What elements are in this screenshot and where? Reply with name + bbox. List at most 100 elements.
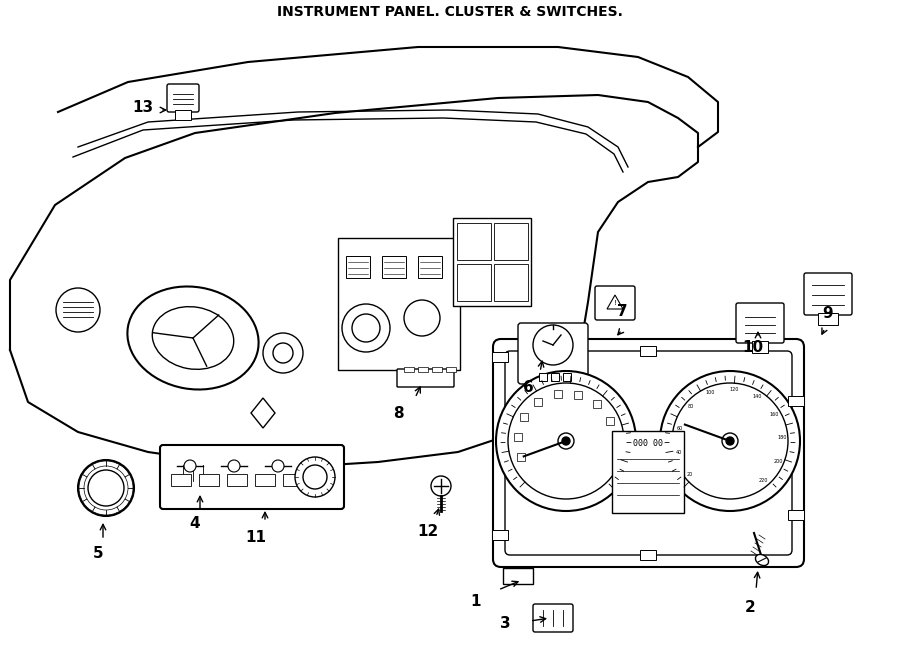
Text: 4: 4 <box>190 516 201 531</box>
Bar <box>788 396 804 406</box>
Bar <box>199 474 219 486</box>
Bar <box>404 367 414 372</box>
Text: 2: 2 <box>744 600 755 615</box>
Circle shape <box>672 383 788 499</box>
Bar <box>593 400 601 408</box>
Bar <box>346 256 370 278</box>
Bar <box>432 367 442 372</box>
Bar <box>818 313 838 325</box>
FancyBboxPatch shape <box>736 303 784 343</box>
Ellipse shape <box>755 555 769 566</box>
Bar <box>338 238 460 370</box>
Bar <box>517 453 525 461</box>
Text: 20: 20 <box>687 472 693 477</box>
Bar <box>551 373 559 381</box>
Circle shape <box>342 304 390 352</box>
Bar <box>227 474 247 486</box>
Bar <box>606 416 614 425</box>
Circle shape <box>184 460 196 472</box>
Circle shape <box>228 460 240 472</box>
Bar <box>494 264 528 301</box>
FancyBboxPatch shape <box>397 369 454 387</box>
Bar <box>535 398 543 406</box>
Text: 40: 40 <box>676 450 682 455</box>
Bar <box>446 367 456 372</box>
Circle shape <box>533 325 573 365</box>
Polygon shape <box>10 95 698 467</box>
Circle shape <box>722 433 738 449</box>
Text: 140: 140 <box>753 395 762 399</box>
Bar <box>494 223 528 260</box>
Text: 11: 11 <box>246 531 266 545</box>
Text: !: ! <box>614 300 617 306</box>
Bar <box>563 373 571 381</box>
FancyBboxPatch shape <box>160 445 344 509</box>
Circle shape <box>295 457 335 497</box>
Bar <box>457 264 491 301</box>
Circle shape <box>562 437 570 445</box>
Circle shape <box>558 433 574 449</box>
Text: 220: 220 <box>759 479 768 483</box>
Circle shape <box>56 288 100 332</box>
Circle shape <box>496 371 636 511</box>
Text: 100: 100 <box>706 390 716 395</box>
Ellipse shape <box>128 286 258 389</box>
Circle shape <box>508 383 624 499</box>
Bar <box>788 510 804 520</box>
Bar <box>171 474 191 486</box>
Polygon shape <box>607 295 623 309</box>
Text: 5: 5 <box>93 545 104 561</box>
FancyBboxPatch shape <box>595 286 635 320</box>
Bar <box>492 352 508 362</box>
Bar <box>175 110 191 120</box>
Text: 120: 120 <box>730 387 739 392</box>
Text: 180: 180 <box>778 435 787 440</box>
Bar <box>283 474 303 486</box>
FancyBboxPatch shape <box>804 273 852 315</box>
Circle shape <box>660 371 800 511</box>
Text: 60: 60 <box>677 426 683 431</box>
Text: 10: 10 <box>742 340 763 356</box>
Circle shape <box>352 314 380 342</box>
Bar <box>457 223 491 260</box>
Circle shape <box>273 343 293 363</box>
Circle shape <box>263 333 303 373</box>
Circle shape <box>431 476 451 496</box>
Bar <box>503 568 533 584</box>
Bar <box>640 550 656 560</box>
FancyBboxPatch shape <box>167 84 199 112</box>
Text: 000 00: 000 00 <box>633 438 663 447</box>
Bar <box>539 373 547 381</box>
Bar <box>514 433 522 441</box>
Circle shape <box>88 470 124 506</box>
Text: 6: 6 <box>523 381 534 395</box>
FancyBboxPatch shape <box>518 323 588 384</box>
Bar <box>640 346 656 356</box>
Circle shape <box>78 460 134 516</box>
Bar <box>554 390 562 398</box>
Text: 1: 1 <box>471 594 482 609</box>
Bar <box>453 218 531 306</box>
Bar <box>255 474 275 486</box>
Text: 12: 12 <box>418 524 438 539</box>
Polygon shape <box>251 398 275 428</box>
FancyBboxPatch shape <box>533 604 573 632</box>
Text: 13: 13 <box>132 100 154 116</box>
Text: 9: 9 <box>823 305 833 321</box>
FancyBboxPatch shape <box>176 459 210 487</box>
Circle shape <box>404 300 440 336</box>
Circle shape <box>272 460 284 472</box>
Bar <box>492 530 508 540</box>
Circle shape <box>303 465 327 489</box>
Ellipse shape <box>152 307 234 369</box>
Bar <box>574 391 582 399</box>
Bar <box>612 431 684 513</box>
Text: 160: 160 <box>770 412 779 416</box>
Text: 3: 3 <box>500 615 510 631</box>
FancyBboxPatch shape <box>505 351 792 555</box>
Text: 200: 200 <box>773 459 783 464</box>
Text: INSTRUMENT PANEL. CLUSTER & SWITCHES.: INSTRUMENT PANEL. CLUSTER & SWITCHES. <box>277 5 623 19</box>
FancyBboxPatch shape <box>493 339 804 567</box>
Text: 8: 8 <box>392 405 403 420</box>
Text: 80: 80 <box>688 405 694 409</box>
